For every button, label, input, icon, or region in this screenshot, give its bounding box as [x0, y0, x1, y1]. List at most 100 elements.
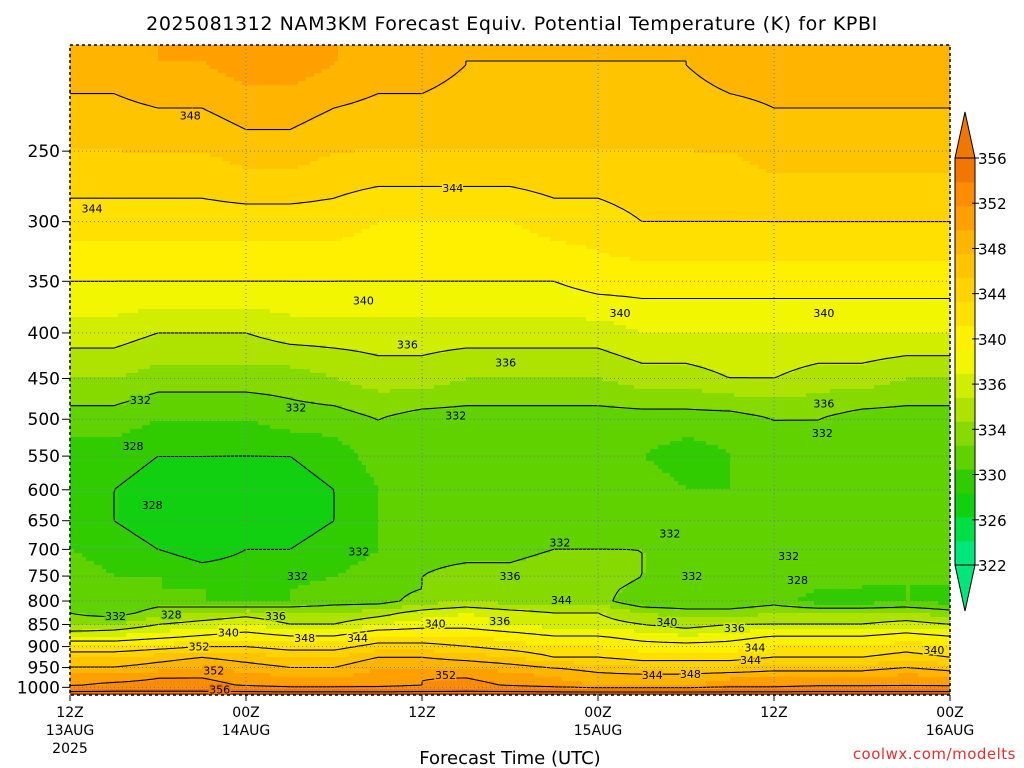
contour-label: 332 — [778, 550, 799, 563]
heatmap-cell — [70, 557, 87, 562]
heatmap-cell — [466, 61, 691, 66]
heatmap-cell — [310, 161, 751, 166]
heatmap-cell — [290, 313, 950, 318]
heatmap-cell — [70, 549, 75, 554]
heatmap-cell — [350, 445, 659, 450]
heatmap-cell — [70, 337, 143, 342]
heatmap-cell — [730, 457, 950, 462]
heatmap-cell — [338, 665, 543, 670]
heatmap-cell — [70, 385, 363, 390]
heatmap-cell — [70, 577, 163, 582]
heatmap-cell — [338, 573, 427, 578]
contour-label: 336 — [265, 610, 286, 623]
colorbar-tick-label: 330 — [978, 467, 1007, 485]
colorbar-tick-label: 326 — [978, 512, 1007, 530]
heatmap-cell — [70, 373, 127, 378]
heatmap-cell — [358, 637, 495, 642]
heatmap-cell — [70, 365, 151, 370]
heatmap-cell — [70, 593, 207, 598]
heatmap-cell — [130, 649, 375, 654]
heatmap-cell — [134, 473, 319, 478]
heatmap-cell — [70, 589, 207, 594]
heatmap-cell — [70, 533, 139, 538]
heatmap-cell — [726, 373, 783, 378]
heatmap-cell — [158, 57, 339, 62]
heatmap-cell — [70, 553, 83, 558]
heatmap-cell — [142, 101, 355, 106]
heatmap-cell — [70, 513, 119, 518]
heatmap-cell — [118, 513, 335, 518]
contour-label: 336 — [724, 622, 745, 635]
heatmap-cell — [906, 589, 911, 594]
y-tick-label: 700 — [28, 540, 60, 560]
heatmap-cell — [70, 369, 139, 374]
colorbar-tick-label: 334 — [978, 421, 1007, 439]
contour-label: 344 — [744, 641, 765, 654]
contour-label: 344 — [82, 203, 103, 216]
heatmap-cell — [70, 197, 211, 202]
heatmap-cell — [70, 489, 119, 494]
heatmap-cell — [338, 377, 467, 382]
heatmap-cell — [614, 201, 950, 206]
credit-link[interactable]: coolwx.com/modelts — [853, 745, 1016, 763]
heatmap-cell — [318, 157, 743, 162]
contour-label: 352 — [203, 665, 224, 678]
heatmap-cell — [318, 473, 371, 478]
heatmap-cell — [70, 153, 211, 158]
heatmap-cell — [210, 677, 439, 682]
heatmap-cell — [374, 657, 443, 662]
heatmap-cell — [254, 333, 950, 338]
heatmap-cell — [574, 285, 950, 290]
x-tick-label: 00Z — [936, 705, 963, 721]
heatmap-cell — [662, 469, 731, 474]
contour-label: 352 — [189, 641, 210, 654]
x-tick-date: 14AUG — [222, 723, 271, 739]
heatmap-cell — [370, 225, 523, 230]
contour-328 — [113, 455, 335, 564]
heatmap-cell — [354, 673, 535, 678]
heatmap-cell — [70, 525, 127, 530]
heatmap-cell — [750, 161, 950, 166]
heatmap-cell — [130, 529, 323, 534]
heatmap-cell — [642, 573, 950, 578]
heatmap-cell — [242, 125, 299, 130]
heatmap-cell — [242, 81, 299, 86]
heatmap-cell — [206, 589, 291, 594]
heatmap-cell — [70, 445, 351, 450]
heatmap-cell — [226, 117, 315, 122]
heatmap-cell — [438, 601, 499, 606]
heatmap-cell — [678, 481, 731, 486]
heatmap-cell — [310, 581, 423, 586]
heatmap-cell — [118, 497, 335, 502]
heatmap-cell — [690, 65, 950, 70]
heatmap-cell — [730, 485, 950, 490]
heatmap-cell — [222, 157, 319, 162]
heatmap-cell — [910, 597, 950, 602]
heatmap-cell — [834, 413, 950, 418]
heatmap-cell — [70, 141, 950, 146]
heatmap-cell — [334, 497, 379, 502]
heatmap-cell — [190, 557, 223, 562]
colorbar-swatch — [955, 517, 975, 542]
heatmap-cell — [638, 577, 950, 582]
heatmap-cell — [378, 541, 950, 546]
heatmap-cell — [118, 485, 335, 490]
heatmap-cell — [70, 213, 635, 218]
heatmap-cell — [70, 537, 147, 542]
heatmap-cell — [322, 433, 950, 438]
heatmap-cell — [354, 409, 415, 414]
y-tick-label: 550 — [28, 447, 60, 467]
heatmap-cell — [70, 181, 950, 186]
colorbar-frame — [954, 157, 976, 566]
heatmap-cell — [502, 629, 635, 634]
heatmap-cell — [718, 445, 950, 450]
heatmap-cell — [766, 101, 950, 106]
heatmap-cell — [142, 337, 271, 342]
heatmap-cell — [606, 613, 659, 618]
heatmap-cell — [70, 189, 359, 194]
heatmap-cell — [130, 477, 323, 482]
heatmap-cell — [394, 413, 755, 418]
heatmap-cell — [70, 89, 431, 94]
heatmap-cell — [766, 169, 950, 174]
heatmap-cell — [894, 641, 923, 646]
